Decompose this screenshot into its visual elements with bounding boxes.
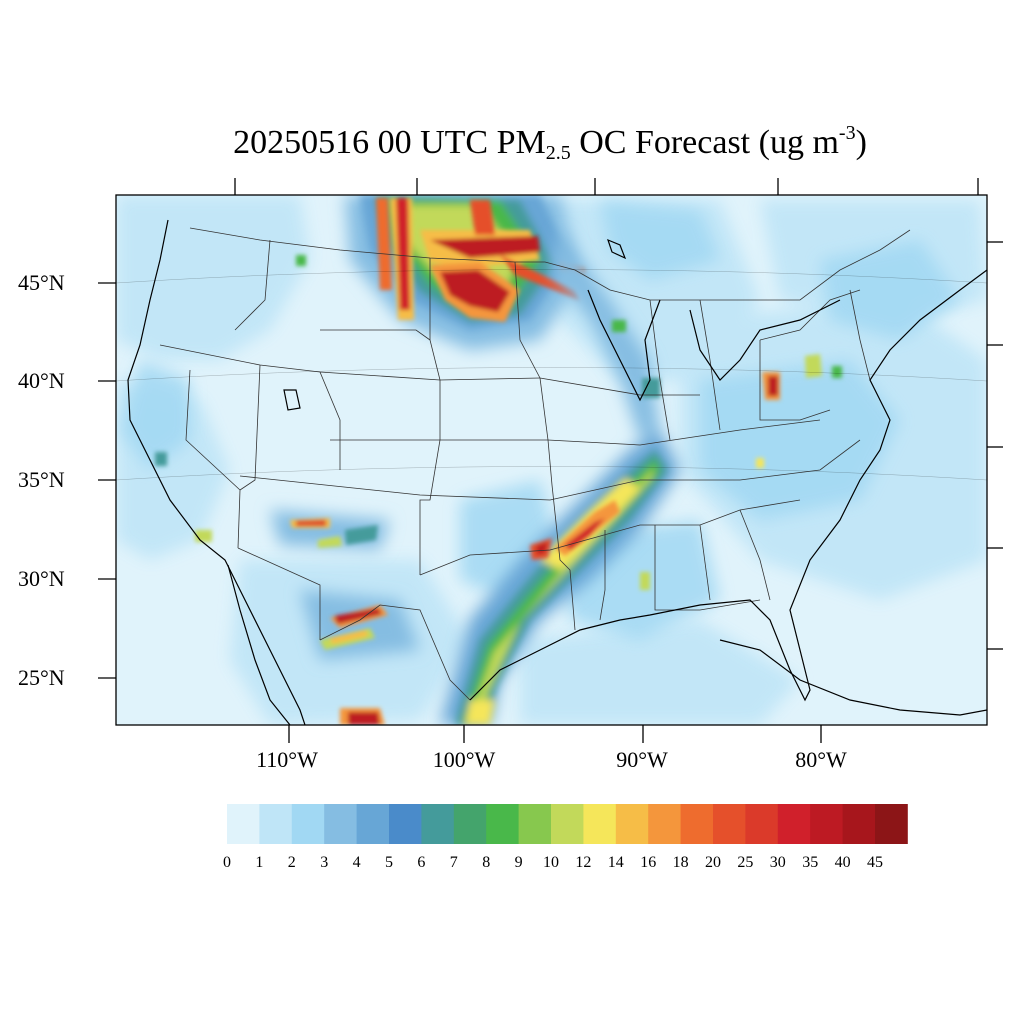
colorbar-label: 2	[287, 854, 296, 871]
colorbar-swatch	[227, 804, 260, 844]
lon-label-80: 80°W	[795, 747, 847, 772]
lat-label-25: 25°N	[18, 665, 65, 690]
colorbar-swatch	[777, 804, 811, 844]
colorbar-swatch	[615, 804, 649, 844]
colorbar-label: 30	[769, 854, 786, 871]
colorbar-swatch	[324, 804, 357, 844]
lat-label-30: 30°N	[18, 566, 65, 591]
colorbar-swatch	[810, 804, 843, 844]
lat-label-45: 45°N	[18, 270, 65, 295]
colorbar-swatch	[551, 804, 584, 844]
lon-label-100: 100°W	[432, 747, 496, 772]
colorbar-swatch	[291, 804, 325, 844]
colorbar-label: 14	[607, 854, 624, 871]
colorbar-label: 1	[255, 854, 264, 871]
colorbar-label: 6	[417, 854, 426, 871]
colorbar-label: 4	[352, 854, 361, 871]
colorbar-label: 0	[223, 854, 231, 871]
lon-label-90: 90°W	[616, 747, 668, 772]
colorbar-label: 45	[867, 854, 883, 871]
colorbar-label: 9	[514, 854, 523, 871]
colorbar-swatch	[713, 804, 746, 844]
colorbar-label: 18	[672, 854, 689, 871]
colorbar-label: 20	[705, 854, 721, 871]
lat-label-35: 35°N	[18, 467, 65, 492]
colorbar-swatch	[259, 804, 293, 844]
colorbar-swatch	[680, 804, 714, 844]
map-frame	[115, 194, 988, 726]
colorbar-swatch	[389, 804, 422, 844]
colorbar-swatch	[875, 804, 908, 844]
lat-label-40: 40°N	[18, 368, 65, 393]
colorbar-swatch	[842, 804, 876, 844]
map-title: 20250516 00 UTC PM2.5 OC Forecast (ug m-…	[233, 122, 867, 164]
colorbar-swatch	[453, 804, 487, 844]
lon-label-110: 110°W	[256, 747, 318, 772]
colorbar-swatch	[356, 804, 390, 844]
coastlines	[127, 219, 987, 725]
tick-marks	[98, 178, 1003, 743]
colorbar-label: 25	[737, 854, 754, 871]
colorbar-swatch	[745, 804, 779, 844]
colorbar-label: 3	[320, 854, 329, 871]
colorbar-swatch	[518, 804, 552, 844]
boundary-lines	[159, 227, 911, 701]
concentration-field	[116, 195, 987, 725]
colorbar-swatch	[648, 804, 681, 844]
colorbar-label: 7	[449, 854, 458, 871]
colorbar-label: 35	[802, 854, 819, 871]
colorbar-label: 5	[385, 854, 393, 871]
colorbar-swatch	[486, 804, 519, 844]
colorbar-label: 16	[640, 854, 657, 871]
colorbar-label: 10	[543, 854, 559, 871]
colorbar-label: 8	[482, 854, 491, 871]
colorbar-label: 12	[575, 854, 592, 871]
colorbar-swatch	[421, 804, 455, 844]
colorbar-label: 40	[834, 854, 851, 871]
colorbar	[227, 804, 908, 844]
colorbar-swatch	[583, 804, 617, 844]
